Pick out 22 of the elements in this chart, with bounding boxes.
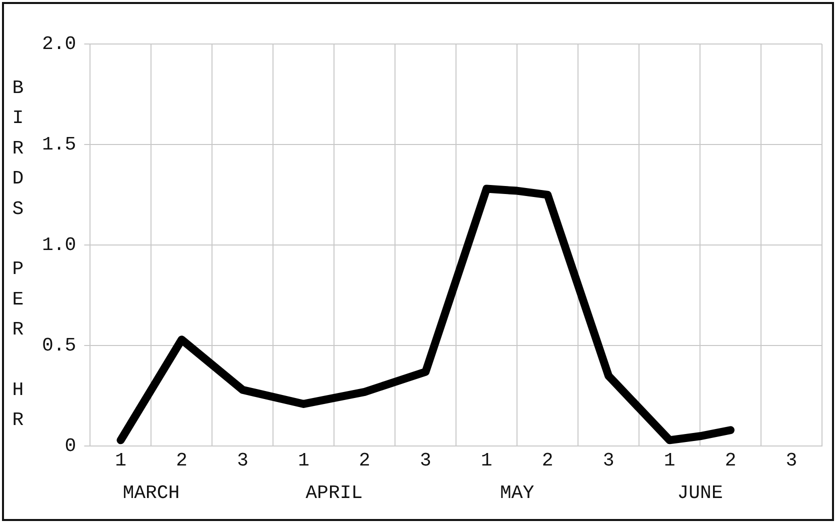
text: MARCH xyxy=(122,482,180,504)
x-tick-label: 2 xyxy=(176,450,188,472)
text: JUNE xyxy=(677,482,723,504)
x-tick-label: 2 xyxy=(724,450,736,472)
x-tick-label: 3 xyxy=(420,450,432,472)
text: APRIL xyxy=(306,482,363,504)
y-tick-label: 1.5 xyxy=(42,134,76,156)
y-tick-label: 0.5 xyxy=(42,334,76,357)
y-tick-label: 1.0 xyxy=(42,234,76,256)
x-tick-label: 1 xyxy=(664,450,676,472)
text: MAY xyxy=(500,482,535,504)
y-tick-label: 2.0 xyxy=(42,33,76,56)
x-tick-label: 1 xyxy=(114,450,126,472)
x-tick-label: 3 xyxy=(236,450,248,472)
x-tick-label: 3 xyxy=(602,450,614,472)
x-tick-label: 2 xyxy=(358,450,370,472)
x-tick-label: 2 xyxy=(542,450,554,472)
x-tick-label: 1 xyxy=(298,450,310,472)
text: BIRDS PER HR xyxy=(12,77,24,432)
y-tick-label: 0 xyxy=(64,435,76,458)
x-tick-label: 3 xyxy=(786,450,798,472)
x-tick-label: 1 xyxy=(480,450,492,472)
